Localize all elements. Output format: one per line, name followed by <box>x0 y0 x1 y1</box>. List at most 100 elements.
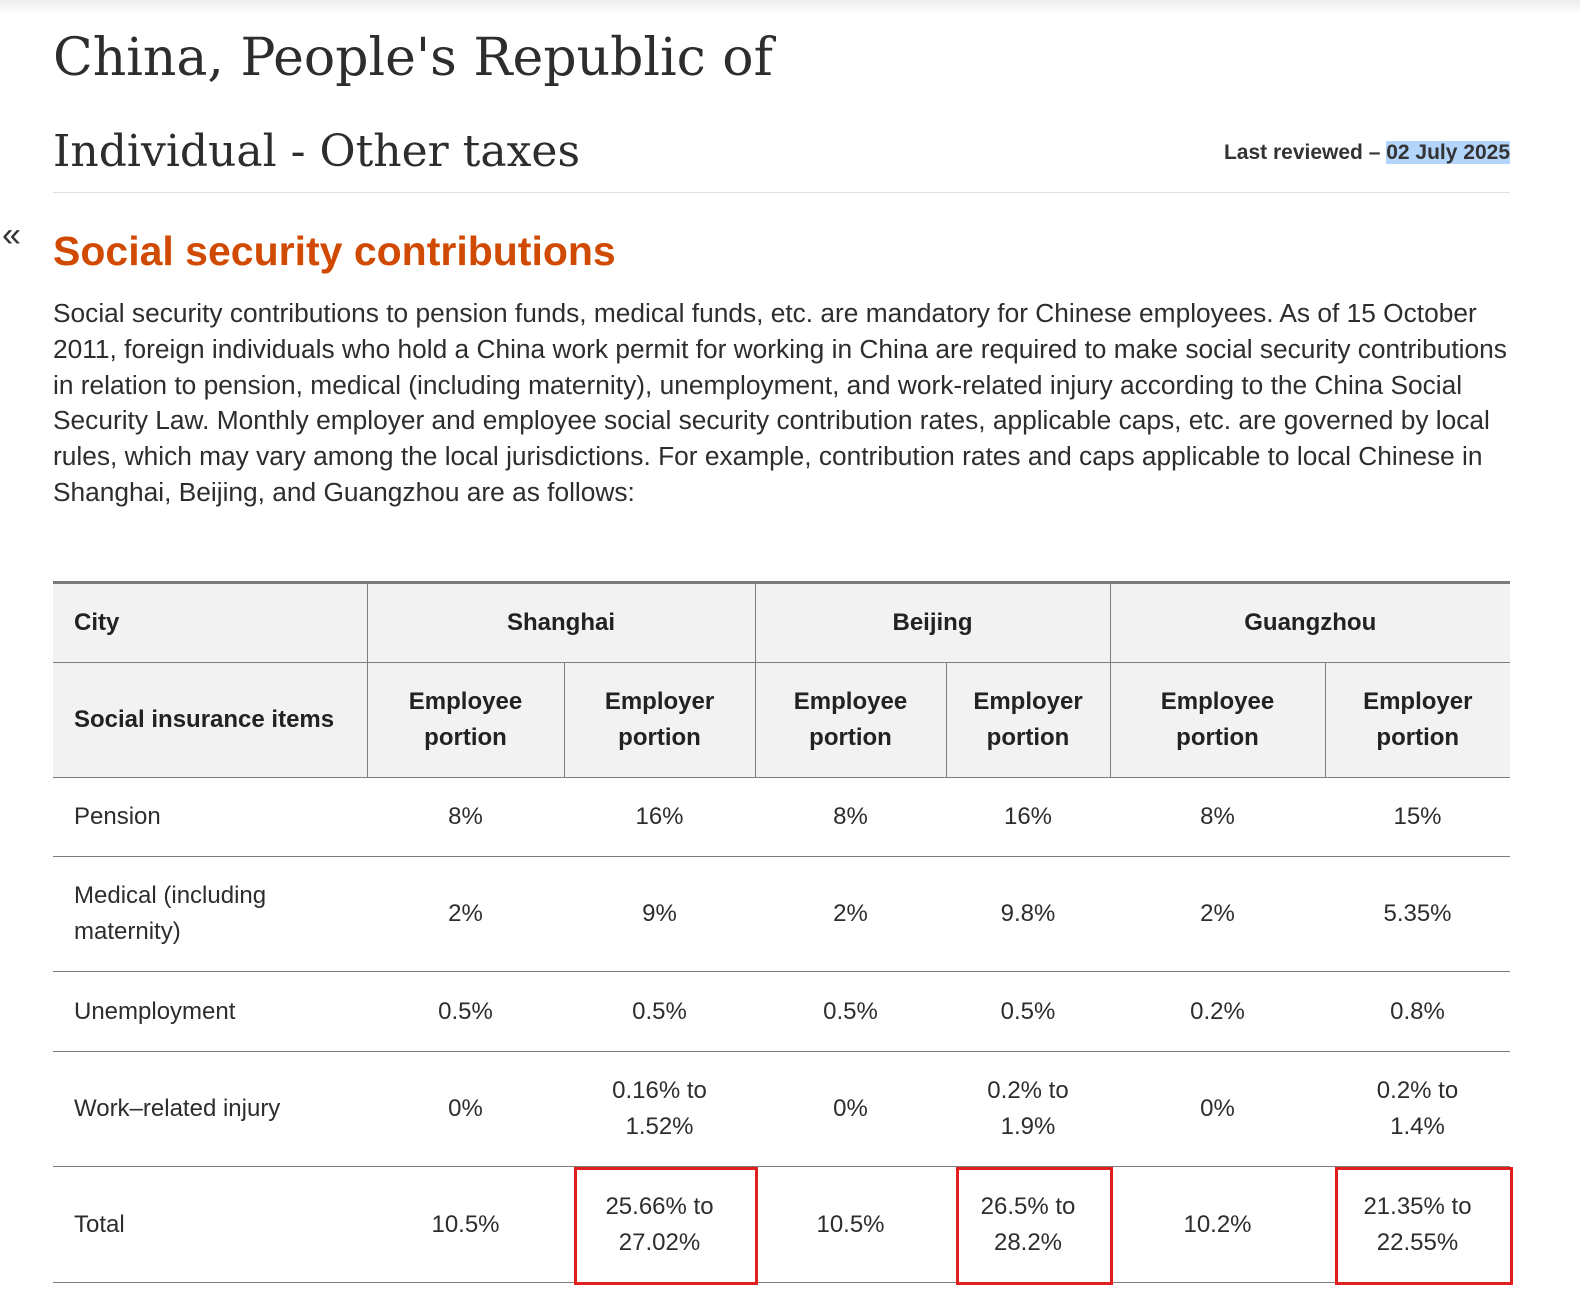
row-label: Medical (including maternity) <box>53 856 367 972</box>
table-cell: 2% <box>1110 856 1325 972</box>
cell-text: 10.5% <box>431 1210 500 1238</box>
table-cell: 2% <box>755 856 946 972</box>
cell-text: 10.2% <box>1183 1210 1252 1238</box>
header-cell: Social insurance items <box>53 662 367 778</box>
cell-text: 8% <box>1200 803 1235 830</box>
portion-header: Employee portion <box>1109 662 1325 778</box>
table-cell: 10.5% <box>755 1166 946 1283</box>
cell-text: 0.5% <box>823 997 878 1025</box>
cell-text: 16% <box>635 803 684 830</box>
cell-text: 5.35% <box>1383 900 1452 927</box>
header-cell: City <box>53 582 367 663</box>
table-cell: 0.5% <box>367 971 564 1052</box>
table-cell: 0.8% <box>1325 971 1510 1052</box>
section-paragraph: Social security contributions to pension… <box>53 298 1507 507</box>
portion-label: Employee portion <box>1160 688 1275 751</box>
table-cell: 25.66% to 27.02% <box>564 1166 758 1285</box>
table-cell: 26.5% to 28.2% <box>946 1166 1113 1285</box>
cell-text: 0% <box>448 1095 483 1122</box>
table-cell: 0.2% <box>1110 971 1325 1052</box>
portion-label: Employee portion <box>793 688 908 751</box>
table-cell: 0% <box>1110 1051 1325 1167</box>
divider <box>53 192 1510 193</box>
table-cell: 10.5% <box>367 1166 564 1283</box>
cell-text: 9.8% <box>1000 900 1056 927</box>
last-reviewed-label: Last reviewed – <box>1223 141 1381 164</box>
table-cell: 9.8% <box>946 856 1110 972</box>
table-cell: 16% <box>564 777 755 857</box>
table-cell: 16% <box>946 777 1110 857</box>
table-cell: 10.2% <box>1110 1166 1325 1283</box>
table-row: Total 10.5% 25.66% to 27.02% 10.5% 26.5% to … <box>53 1166 1513 1285</box>
page-subtitle: Individual - Other taxes <box>53 126 581 177</box>
cell-text: Unemployment <box>74 997 236 1025</box>
table-cell: 8% <box>367 777 564 857</box>
portion-header: Employee portion <box>366 662 564 778</box>
city-header: Shanghai <box>366 582 755 663</box>
portion-header: Employer portion <box>945 662 1110 778</box>
table-head: City Shanghai Beijing Guangzhou Social insur… <box>53 582 1510 778</box>
cell-text: Medical (including maternity) <box>74 882 267 945</box>
city-header: Guangzhou <box>1109 582 1510 663</box>
last-reviewed-date: 02 July 2025 <box>1386 141 1510 164</box>
cell-text: 0.16% to 1.52% <box>612 1077 707 1140</box>
cell-text: 0.2% to 1.4% <box>1376 1077 1459 1140</box>
table-cell: 0.2% to 1.4% <box>1325 1051 1510 1167</box>
cell-text: 8% <box>833 803 868 830</box>
cell-text: 0.2% to 1.9% <box>987 1077 1069 1140</box>
table-cell: 0.16% to 1.52% <box>564 1051 755 1167</box>
portion-label: Employer portion <box>1363 688 1473 751</box>
table-cell: 8% <box>1110 777 1325 857</box>
cell-text: 2% <box>1200 900 1235 927</box>
collapse-button[interactable]: « <box>2 216 21 254</box>
contributions-table: City Shanghai Beijing Guangzhou Social insur… <box>53 581 1513 1285</box>
cell-text: 8% <box>448 803 483 830</box>
section-heading: Social security contributions <box>53 228 616 274</box>
cell-text: 0.5% <box>632 997 687 1025</box>
header-row: City Shanghai Beijing Guangzhou <box>53 582 1510 663</box>
portion-header: Employer portion <box>563 662 755 778</box>
table-cell: 0.5% <box>755 971 946 1052</box>
table-cell: 5.35% <box>1325 856 1510 972</box>
cell-text: Work–related injury <box>74 1095 281 1122</box>
top-shade <box>0 0 1580 14</box>
table-cell: 0.5% <box>946 971 1110 1052</box>
table-row: Medical (including maternity) 2% 9% 2% 9.8% 2… <box>53 856 1510 972</box>
table-cell: 0.2% to 1.9% <box>946 1051 1110 1167</box>
cell-text: 2% <box>448 900 483 927</box>
cell-text: 25.66% to 27.02% <box>605 1192 714 1256</box>
cell-text: 26.5% to 28.2% <box>980 1192 1076 1256</box>
table-cell: 9% <box>564 856 755 972</box>
portion-header: Employer portion <box>1324 662 1510 778</box>
table-row: Work–related injury 0% 0.16% to 1.52% 0% 0.2… <box>53 1051 1510 1167</box>
cell-text: 0.2% <box>1190 997 1245 1025</box>
header-row: Social insurance items Employee portion Em… <box>53 662 1510 778</box>
table-cell: 0.5% <box>564 971 755 1052</box>
table-cell: 21.35% to 22.55% <box>1325 1166 1513 1285</box>
cell-text: 21.35% to 22.55% <box>1363 1192 1472 1256</box>
table-cell: 2% <box>367 856 564 972</box>
table-row: Unemployment 0.5% 0.5% 0.5% 0.5% 0.2% 0.8% <box>53 971 1510 1052</box>
table-cell: 15% <box>1325 777 1510 857</box>
cell-text: Total <box>74 1210 125 1238</box>
portion-label: Employee portion <box>408 688 523 751</box>
cell-text: 9% <box>642 900 677 927</box>
city-header: Beijing <box>754 582 1110 663</box>
cell-text: 0.5% <box>438 997 493 1025</box>
row-label: Work–related injury <box>53 1051 367 1167</box>
row-label: Total <box>53 1166 367 1283</box>
cell-text: 10.5% <box>816 1210 885 1238</box>
table-row: Pension 8% 16% 8% 16% 8% 15% <box>53 777 1510 857</box>
cell-text: 15% <box>1393 803 1442 830</box>
portion-header: Employee portion <box>754 662 946 778</box>
table-cell: 8% <box>755 777 946 857</box>
cell-text: 2% <box>833 900 868 927</box>
table-body: Pension 8% 16% 8% 16% 8% 15% Medical (including… <box>53 777 1513 1285</box>
cell-text: 0% <box>1200 1095 1235 1122</box>
cell-text: 0.8% <box>1390 997 1445 1025</box>
portion-label: Employer portion <box>973 688 1083 751</box>
page-title: China, People's Republic of <box>53 28 773 88</box>
cell-text: 0% <box>833 1095 868 1122</box>
last-reviewed: Last reviewed – 02 July 2025 <box>1224 141 1510 165</box>
